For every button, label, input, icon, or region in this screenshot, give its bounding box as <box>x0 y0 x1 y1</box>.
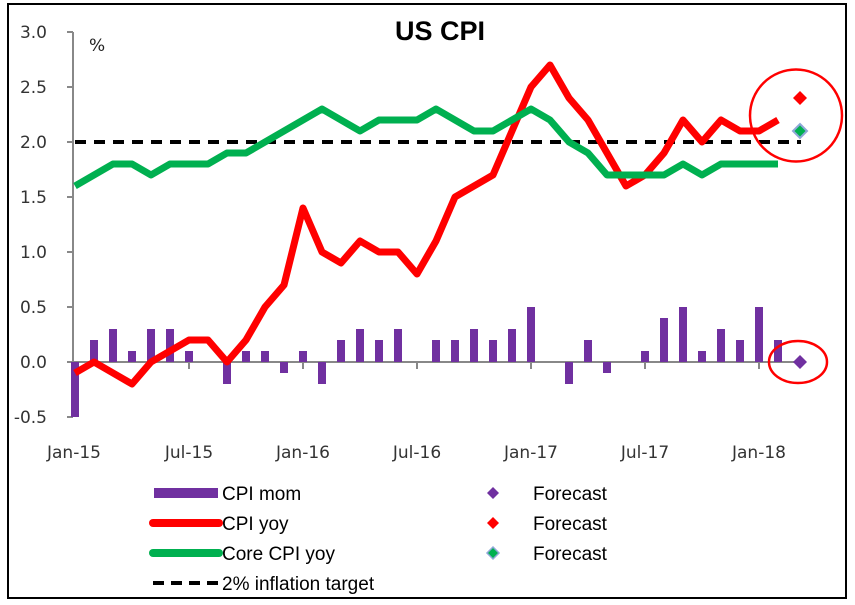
legend-label: Forecast <box>533 544 608 565</box>
cpi-mom-bar <box>679 307 687 362</box>
cpi-mom-bar <box>736 340 744 362</box>
legend-label: Core CPI yoy <box>222 544 335 565</box>
y-tick-label: -0.5 <box>14 408 47 428</box>
y-tick-label: 0.0 <box>20 353 47 373</box>
core-cpi-yoy-forecast-marker <box>791 122 809 140</box>
y-tick-label: 2.0 <box>20 133 47 153</box>
cpi-mom-bar <box>641 351 649 362</box>
cpi-mom-bar <box>128 351 136 362</box>
cpi-mom-bar <box>185 351 193 362</box>
legend: CPI mom CPI yoy Core CPI yoy 2% inflation t… <box>149 484 608 595</box>
y-tick-label: 1.0 <box>20 243 47 263</box>
x-tick-label: Jul-16 <box>392 443 441 463</box>
x-tick-label: Jan-17 <box>503 443 558 463</box>
cpi-mom-bar <box>774 340 782 362</box>
cpi-mom-bar <box>356 329 364 362</box>
legend-forecast-diamond <box>487 517 499 529</box>
cpi-mom-bar <box>318 362 326 384</box>
cpi-mom-bar <box>432 340 440 362</box>
x-tick-label: Jan-15 <box>46 443 101 463</box>
cpi-yoy-forecast-marker <box>793 91 807 105</box>
x-tick-label: Jul-15 <box>164 443 213 463</box>
cpi-mom-bar <box>489 340 497 362</box>
cpi-mom-bar <box>470 329 478 362</box>
cpi-mom-bar <box>375 340 383 362</box>
cpi-mom-bar <box>223 362 231 384</box>
y-axis: -0.5 0.0 0.5 1.0 1.5 2.0 2.5 3.0 <box>14 23 74 428</box>
y-tick-label: 3.0 <box>20 23 47 43</box>
chart-frame <box>7 3 847 599</box>
cpi-mom-bar <box>394 329 402 362</box>
cpi-mom-bar <box>166 329 174 362</box>
legend-label: Forecast <box>533 484 608 505</box>
cpi-mom-bar <box>603 362 611 373</box>
x-tick-label: Jan-18 <box>731 443 786 463</box>
legend-label: CPI mom <box>222 484 301 505</box>
cpi-mom-bar <box>508 329 516 362</box>
cpi-mom-bar <box>242 351 250 362</box>
cpi-mom-bar <box>337 340 345 362</box>
legend-label: CPI yoy <box>222 514 289 535</box>
legend-label: 2% inflation target <box>222 574 375 595</box>
x-axis: Jan-15 Jul-15 Jan-16 Jul-16 Jan-17 Jul-17 Jan-… <box>46 361 799 463</box>
cpi-yoy-line <box>73 61 780 388</box>
cpi-mom-bar <box>280 362 288 373</box>
cpi-mom-bar <box>527 307 535 362</box>
legend-forecast-diamond <box>487 487 499 499</box>
cpi-mom-bar <box>660 318 668 362</box>
forecast-highlight-ellipse <box>767 339 829 385</box>
cpi-mom-bars <box>71 307 782 417</box>
cpi-mom-bar <box>565 362 573 384</box>
cpi-mom-bar <box>698 351 706 362</box>
line-series <box>73 61 780 388</box>
cpi-mom-bar <box>717 329 725 362</box>
core-cpi-yoy-line <box>73 105 778 190</box>
chart-title: US CPI <box>395 16 485 46</box>
x-tick-label: Jul-17 <box>620 443 669 463</box>
forecast-highlight-circle <box>748 68 844 163</box>
y-tick-label: 2.5 <box>20 78 47 98</box>
cpi-mom-bar <box>147 329 155 362</box>
y-tick-label: 1.5 <box>20 188 47 208</box>
cpi-mom-bar <box>71 362 79 417</box>
cpi-mom-bar <box>755 307 763 362</box>
cpi-mom-bar <box>109 329 117 362</box>
legend-swatch-bar <box>154 488 218 498</box>
cpi-mom-bar <box>584 340 592 362</box>
annotation-circles <box>748 68 844 385</box>
cpi-mom-bar <box>261 351 269 362</box>
x-tick-label: Jan-16 <box>275 443 330 463</box>
legend-forecast-diamond <box>485 545 501 561</box>
cpi-mom-bar <box>90 340 98 362</box>
legend-label: Forecast <box>533 514 608 535</box>
forecast-markers <box>791 91 809 369</box>
y-axis-unit-label: % <box>89 36 105 56</box>
cpi-mom-bar <box>451 340 459 362</box>
cpi-mom-forecast-marker <box>793 355 807 369</box>
y-tick-label: 0.5 <box>20 298 47 318</box>
cpi-mom-bar <box>299 351 307 362</box>
